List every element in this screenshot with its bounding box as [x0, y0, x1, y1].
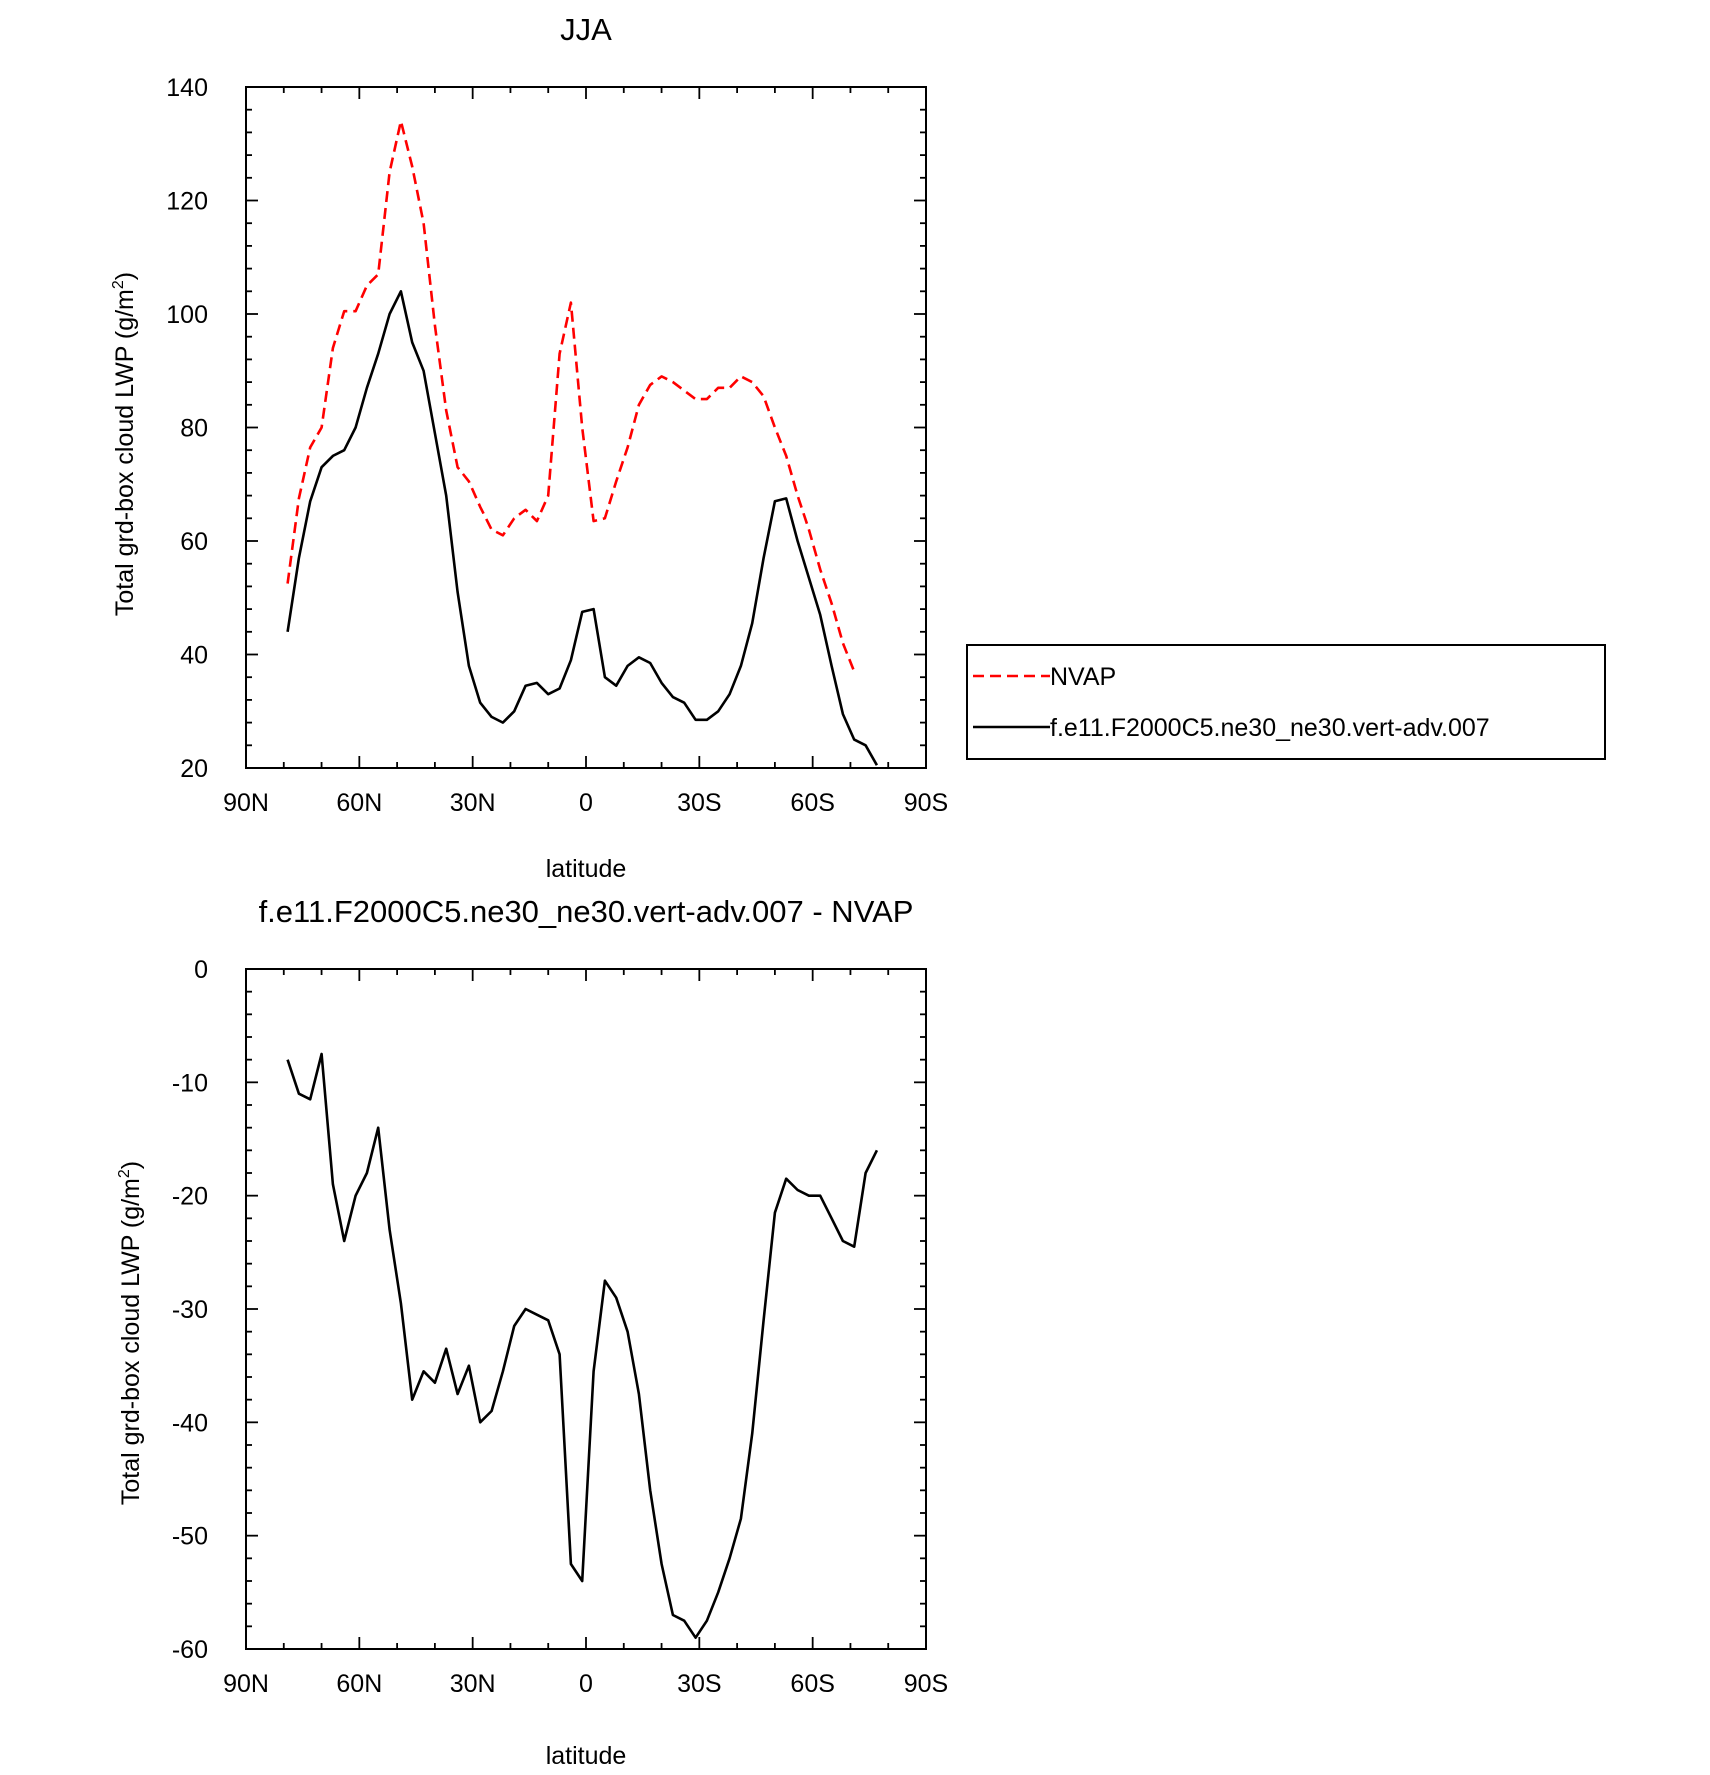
x-tick-label: 60N [336, 789, 382, 817]
y-axis-label-close: ) [111, 272, 139, 280]
x-axis-label: latitude [546, 1742, 627, 1770]
x-tick-label: 30N [450, 789, 496, 817]
y-tick-label: 60 [180, 528, 208, 556]
plot-frame [245, 968, 927, 1650]
x-ticks [245, 968, 927, 1650]
plot-area: 90N 60N 30N 0 30S 60S 90S 20 40 60 80 100 120 140 [166, 74, 948, 817]
chart-panel-difference: f.e11.F2000C5.ne30_ne30.vert-adv.007 - N… [116, 894, 948, 1770]
y-tick-label: -10 [172, 1069, 208, 1097]
x-ticks [245, 86, 927, 769]
y-axis-label: Total grd-box cloud LWP (g/m2) [110, 272, 139, 616]
x-axis-label: latitude [546, 855, 627, 883]
legend-box [966, 644, 1606, 760]
y-tick-label: -50 [172, 1523, 208, 1551]
y-axis-label-close: ) [117, 1161, 145, 1169]
y-tick-label: 100 [166, 301, 208, 329]
y-tick-label: 20 [180, 755, 208, 783]
series-line-f-e11-f2000c5-ne30-ne30-vert-adv-007 [286, 290, 879, 766]
y-tick-label: 120 [166, 188, 208, 216]
x-tick-label: 0 [579, 789, 593, 817]
y-axis-label-main: Total grd-box cloud LWP (g/m [117, 1178, 145, 1505]
x-tick-label: 30S [677, 1670, 721, 1698]
y-tick-label: 140 [166, 74, 208, 102]
x-tick-label: 90S [904, 1670, 948, 1698]
series-line-nvap [286, 119, 856, 672]
plot-area: 90N 60N 30N 0 30S 60S 90S 0 -10 -20 -30 -40 -50 -60 [172, 956, 948, 1698]
x-tick-label: 60S [790, 789, 834, 817]
x-tick-label: 90S [904, 789, 948, 817]
y-tick-label: 40 [180, 642, 208, 670]
legend-label-model: f.e11.F2000C5.ne30_ne30.vert-adv.007 [1050, 714, 1490, 742]
y-tick-label: -20 [172, 1183, 208, 1211]
x-tick-label: 90N [223, 1670, 269, 1698]
x-tick-label: 60N [336, 1670, 382, 1698]
y-axis-label-main: Total grd-box cloud LWP (g/m [111, 289, 139, 616]
chart-title: f.e11.F2000C5.ne30_ne30.vert-adv.007 - N… [259, 894, 914, 929]
y-tick-label: -30 [172, 1296, 208, 1324]
series-line-difference [286, 1052, 879, 1639]
y-tick-label: -40 [172, 1409, 208, 1437]
x-tick-label: 30S [677, 789, 721, 817]
x-tick-label: 60S [790, 1670, 834, 1698]
x-tick-label: 0 [579, 1670, 593, 1698]
plot-frame [245, 86, 927, 769]
y-tick-label: 0 [194, 956, 208, 984]
y-tick-label: 80 [180, 415, 208, 443]
y-axis-label: Total grd-box cloud LWP (g/m2) [116, 1161, 145, 1505]
y-axis-label-sup: 2 [110, 280, 127, 289]
legend: NVAP f.e11.F2000C5.ne30_ne30.vert-adv.00… [966, 644, 1606, 760]
chart-panel-jja: JJA 90N 60N 30N 0 30S 60S 90S 20 40 60 80 100 120 140… [110, 12, 1606, 883]
x-tick-label: 30N [450, 1670, 496, 1698]
y-axis-label-sup: 2 [116, 1169, 133, 1178]
x-tick-label: 90N [223, 789, 269, 817]
chart-title: JJA [560, 12, 612, 47]
y-tick-label: -60 [172, 1636, 208, 1664]
legend-label-nvap: NVAP [1050, 663, 1116, 691]
